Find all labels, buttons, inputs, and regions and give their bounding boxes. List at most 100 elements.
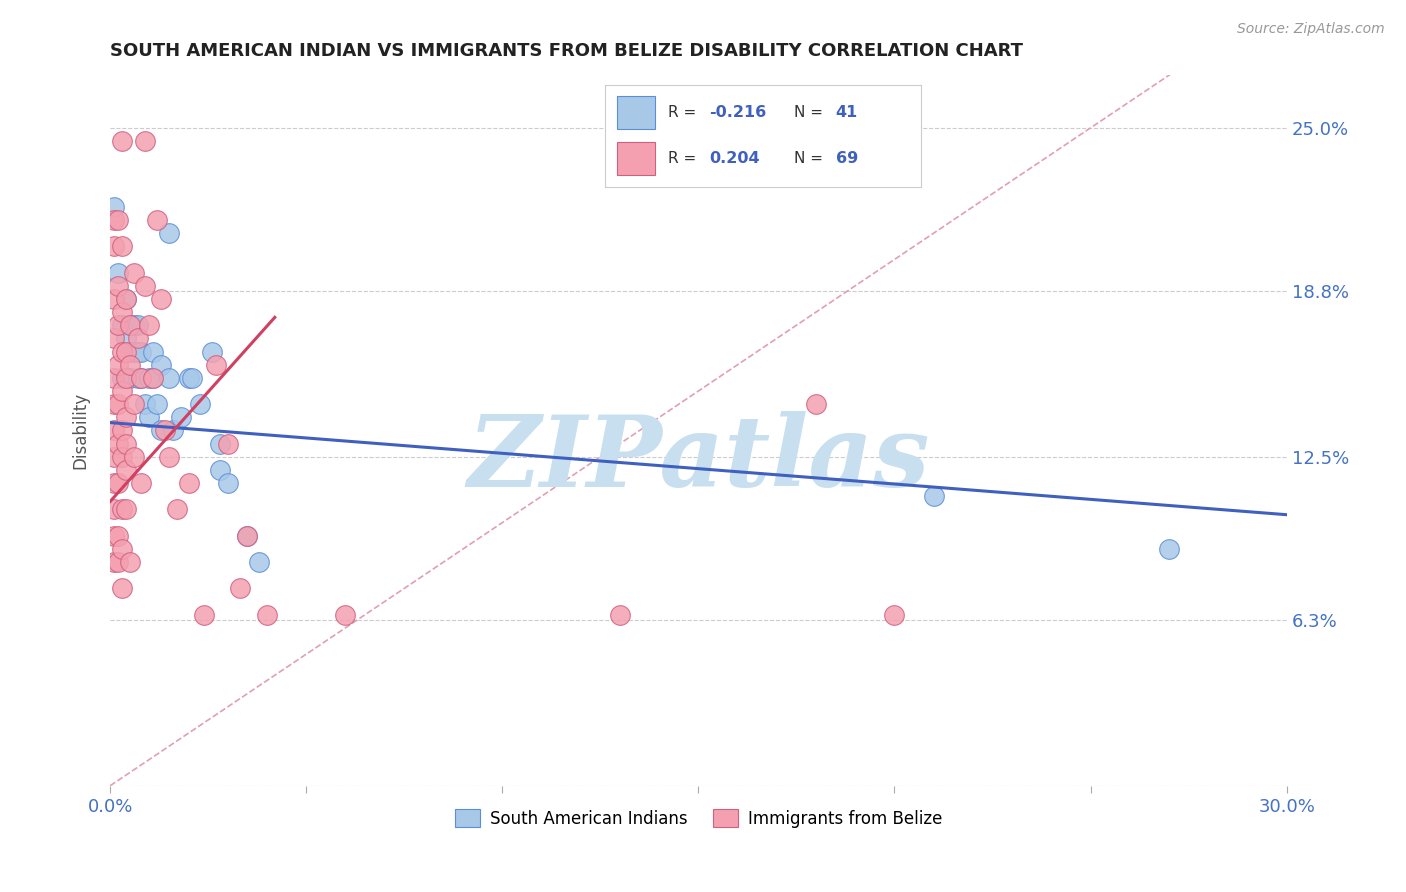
Point [111, 305, 134, 319]
Point [134, 397, 156, 411]
Point [122, 318, 145, 333]
Point [157, 450, 180, 464]
Text: SOUTH AMERICAN INDIAN VS IMMIGRANTS FROM BELIZE DISABILITY CORRELATION CHART: SOUTH AMERICAN INDIAN VS IMMIGRANTS FROM… [110, 42, 1024, 60]
Text: ZIPatlas: ZIPatlas [467, 410, 929, 508]
Point [236, 529, 259, 543]
Point [142, 371, 165, 385]
Point [335, 607, 357, 622]
Point [111, 384, 134, 398]
Point [131, 371, 153, 385]
Point [122, 344, 145, 359]
Point [111, 134, 134, 148]
Point [157, 226, 180, 240]
Text: N =: N = [794, 105, 828, 120]
Point [103, 213, 125, 227]
Point [111, 424, 134, 438]
Point [1157, 541, 1180, 556]
Point [114, 331, 136, 345]
Point [170, 410, 193, 425]
Point [804, 397, 827, 411]
Y-axis label: Disability: Disability [72, 392, 89, 469]
Point [146, 213, 169, 227]
Point [103, 397, 125, 411]
Point [883, 607, 905, 622]
Point [127, 331, 149, 345]
Text: R =: R = [668, 105, 702, 120]
Point [114, 292, 136, 306]
Point [107, 397, 129, 411]
Point [103, 529, 125, 543]
Point [146, 397, 169, 411]
Point [107, 476, 129, 491]
Point [114, 292, 136, 306]
Point [122, 266, 145, 280]
Point [208, 463, 231, 477]
Point [103, 502, 125, 516]
Point [122, 450, 145, 464]
Text: Source: ZipAtlas.com: Source: ZipAtlas.com [1237, 22, 1385, 37]
Point [138, 410, 160, 425]
Point [103, 331, 125, 345]
Point [111, 318, 134, 333]
Point [107, 213, 129, 227]
Legend: South American Indians, Immigrants from Belize: South American Indians, Immigrants from … [449, 803, 949, 834]
Point [131, 344, 153, 359]
Point [114, 344, 136, 359]
Point [131, 476, 153, 491]
Point [205, 358, 228, 372]
Point [111, 541, 134, 556]
Point [236, 529, 259, 543]
Point [114, 502, 136, 516]
Point [111, 582, 134, 596]
Point [107, 555, 129, 569]
Point [111, 239, 134, 253]
Point [177, 476, 200, 491]
Point [103, 555, 125, 569]
Point [107, 529, 129, 543]
Point [103, 239, 125, 253]
Point [107, 266, 129, 280]
Bar [617, 142, 655, 175]
Point [103, 200, 125, 214]
Text: R =: R = [668, 151, 702, 166]
Point [134, 134, 156, 148]
Point [256, 607, 278, 622]
Point [127, 318, 149, 333]
Point [107, 318, 129, 333]
Point [103, 450, 125, 464]
Point [228, 582, 250, 596]
Point [177, 371, 200, 385]
Point [217, 436, 239, 450]
Point [103, 476, 125, 491]
Point [142, 344, 165, 359]
Point [922, 489, 945, 503]
Point [114, 371, 136, 385]
Point [127, 371, 149, 385]
Text: 41: 41 [835, 105, 858, 120]
Point [217, 476, 239, 491]
Point [150, 358, 173, 372]
Point [114, 436, 136, 450]
Point [150, 424, 173, 438]
Text: 0.204: 0.204 [709, 151, 759, 166]
Point [150, 292, 173, 306]
Point [138, 371, 160, 385]
Point [118, 555, 141, 569]
Point [131, 371, 153, 385]
Point [208, 436, 231, 450]
Point [103, 292, 125, 306]
Point [103, 424, 125, 438]
Point [103, 371, 125, 385]
Point [142, 371, 165, 385]
Point [193, 607, 215, 622]
Point [201, 344, 224, 359]
Text: N =: N = [794, 151, 828, 166]
Point [118, 344, 141, 359]
Point [153, 424, 176, 438]
Point [157, 371, 180, 385]
Point [181, 371, 204, 385]
Point [114, 463, 136, 477]
Point [118, 318, 141, 333]
Point [118, 318, 141, 333]
Point [134, 278, 156, 293]
